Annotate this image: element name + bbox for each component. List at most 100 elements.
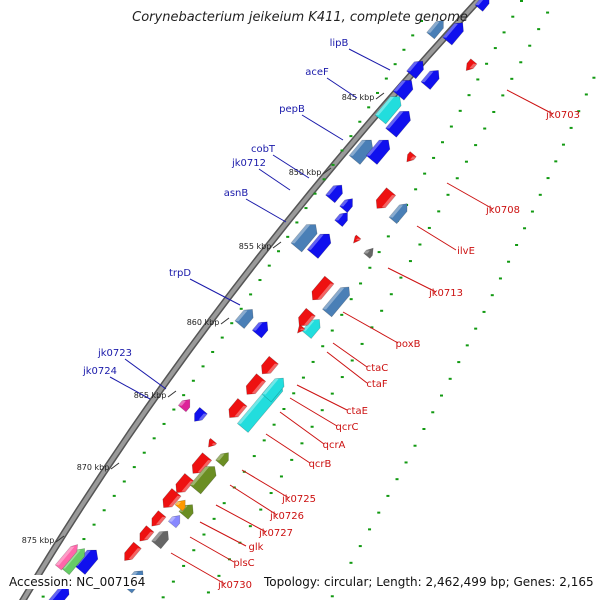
gene-magenta[interactable]	[177, 396, 193, 413]
reverse-gene-14[interactable]	[463, 58, 478, 73]
reverse-gene-4-body	[261, 355, 279, 375]
reverse-gene-12-shine	[143, 531, 154, 540]
forward-gene-1[interactable]	[426, 17, 448, 40]
reverse-gene-11[interactable]	[148, 510, 167, 530]
left-gene-label[interactable]: pepB	[279, 104, 305, 115]
reverse-gene-2[interactable]	[295, 307, 316, 330]
left-gene-label[interactable]: jk0712	[231, 158, 266, 169]
forward-gene-6[interactable]	[374, 92, 405, 125]
cyan-gene-2[interactable]	[261, 374, 288, 403]
reverse-gene-12[interactable]	[136, 525, 155, 545]
forward-gene-poxb[interactable]	[322, 283, 353, 318]
right-gene-label[interactable]: jk0730	[217, 580, 252, 591]
left-gene-label[interactable]: jk0723	[97, 348, 132, 359]
right-gene-label[interactable]: jk0713	[428, 288, 463, 299]
left-leader-line	[272, 154, 310, 179]
forward-gene-16-shine	[475, 0, 486, 6]
right-gene-label[interactable]: poxB	[396, 339, 421, 350]
gene-orange[interactable]	[174, 497, 189, 512]
reverse-gene-13-shine	[128, 548, 142, 560]
forward-gene-0[interactable]	[442, 19, 468, 46]
forward-gene-11[interactable]	[334, 209, 352, 227]
right-gene-label[interactable]: qcrC	[336, 422, 359, 433]
reverse-gene-0[interactable]	[372, 187, 397, 213]
right-gene-label[interactable]: qcrA	[323, 440, 346, 451]
forward-gene-8[interactable]	[365, 136, 393, 165]
gc-dot	[191, 379, 195, 382]
forward-gene-1-shine	[426, 21, 440, 33]
gc-dot	[538, 193, 542, 196]
left-gene-label[interactable]: aceF	[305, 67, 329, 78]
forward-gene-2[interactable]	[406, 57, 428, 80]
forward-gene-3[interactable]	[420, 66, 443, 90]
forward-gene-ilv[interactable]	[388, 200, 411, 225]
reverse-gene-2-body	[298, 307, 316, 327]
right-gene-label[interactable]: jk0703	[545, 110, 580, 121]
gc-dot	[386, 494, 390, 497]
reverse-gene-7[interactable]	[205, 437, 218, 449]
gene-grey[interactable]	[151, 527, 173, 550]
left-gene-label[interactable]: cobT	[251, 144, 276, 155]
right-gene-label[interactable]: jk0708	[485, 205, 520, 216]
right-leader-line	[170, 552, 226, 585]
gene-olive-1[interactable]	[215, 449, 233, 467]
gene-lilac[interactable]	[167, 512, 183, 529]
gene-grey-shine	[151, 531, 163, 542]
gene-olive-2[interactable]	[189, 462, 220, 495]
tick-mark	[167, 390, 177, 398]
gc-dot	[340, 149, 344, 152]
forward-gene-4[interactable]	[392, 76, 417, 101]
left-leader-line	[326, 77, 358, 99]
right-leader-line	[332, 342, 368, 368]
gene-pink-bottom[interactable]	[54, 542, 80, 571]
forward-gene-9[interactable]	[325, 181, 347, 204]
reverse-gene-13[interactable]	[121, 541, 142, 564]
right-gene-label[interactable]: ctaE	[346, 406, 368, 417]
right-gene-label[interactable]: qcrB	[309, 459, 332, 470]
gene-pink-bottom-body	[54, 544, 78, 571]
right-leader-line	[416, 225, 457, 251]
right-gene-label[interactable]: glk	[249, 542, 264, 553]
forward-gene-16[interactable]	[474, 0, 493, 12]
gc-dot	[520, 0, 523, 2]
gc-dot	[320, 409, 324, 412]
reverse-gene-3[interactable]	[295, 324, 306, 335]
left-gene-label[interactable]: asnB	[224, 188, 249, 199]
reverse-gene-5[interactable]	[242, 373, 267, 399]
reverse-gene-10[interactable]	[159, 488, 182, 511]
right-gene-label[interactable]: jk0725	[281, 494, 316, 505]
right-gene-label[interactable]: ctaC	[366, 363, 389, 374]
right-gene-label[interactable]: jk0726	[269, 511, 304, 522]
forward-gene-15[interactable]	[251, 318, 271, 339]
reverse-gene-9-shine	[181, 480, 195, 492]
forward-gene-10[interactable]	[339, 195, 357, 213]
left-gene-label[interactable]: lipB	[330, 38, 349, 49]
right-gene-label[interactable]: jk0727	[258, 528, 293, 539]
reverse-gene-16[interactable]	[351, 234, 362, 245]
gene-magenta-body	[177, 399, 191, 413]
gene-grey-2[interactable]	[363, 246, 377, 259]
left-gene-label[interactable]: trpD	[169, 268, 191, 279]
forward-gene-5[interactable]	[385, 107, 415, 138]
gc-dot	[330, 595, 334, 598]
right-gene-label[interactable]: ctaF	[366, 379, 388, 390]
right-gene-label[interactable]: plsC	[233, 558, 254, 569]
reverse-gene-4[interactable]	[258, 355, 279, 378]
reverse-gene-12-body	[139, 525, 155, 542]
forward-gene-14[interactable]	[234, 305, 257, 329]
forward-gene-7[interactable]	[348, 136, 376, 165]
right-gene-label[interactable]: ilvE	[457, 246, 475, 257]
forward-gene-13[interactable]	[306, 230, 334, 259]
gc-dot	[446, 193, 450, 196]
reverse-gene-6[interactable]	[225, 398, 248, 421]
reverse-gene-9[interactable]	[172, 473, 195, 496]
gene-blue-small[interactable]	[191, 407, 208, 424]
forward-gene-12[interactable]	[290, 220, 321, 253]
reverse-gene-1[interactable]	[308, 275, 335, 304]
left-gene-label[interactable]: jk0724	[82, 366, 117, 377]
gc-dot	[349, 561, 353, 564]
gene-blue-bottom-2[interactable]	[46, 582, 73, 600]
reverse-gene-16-shine	[356, 238, 361, 241]
reverse-gene-15[interactable]	[404, 151, 417, 165]
